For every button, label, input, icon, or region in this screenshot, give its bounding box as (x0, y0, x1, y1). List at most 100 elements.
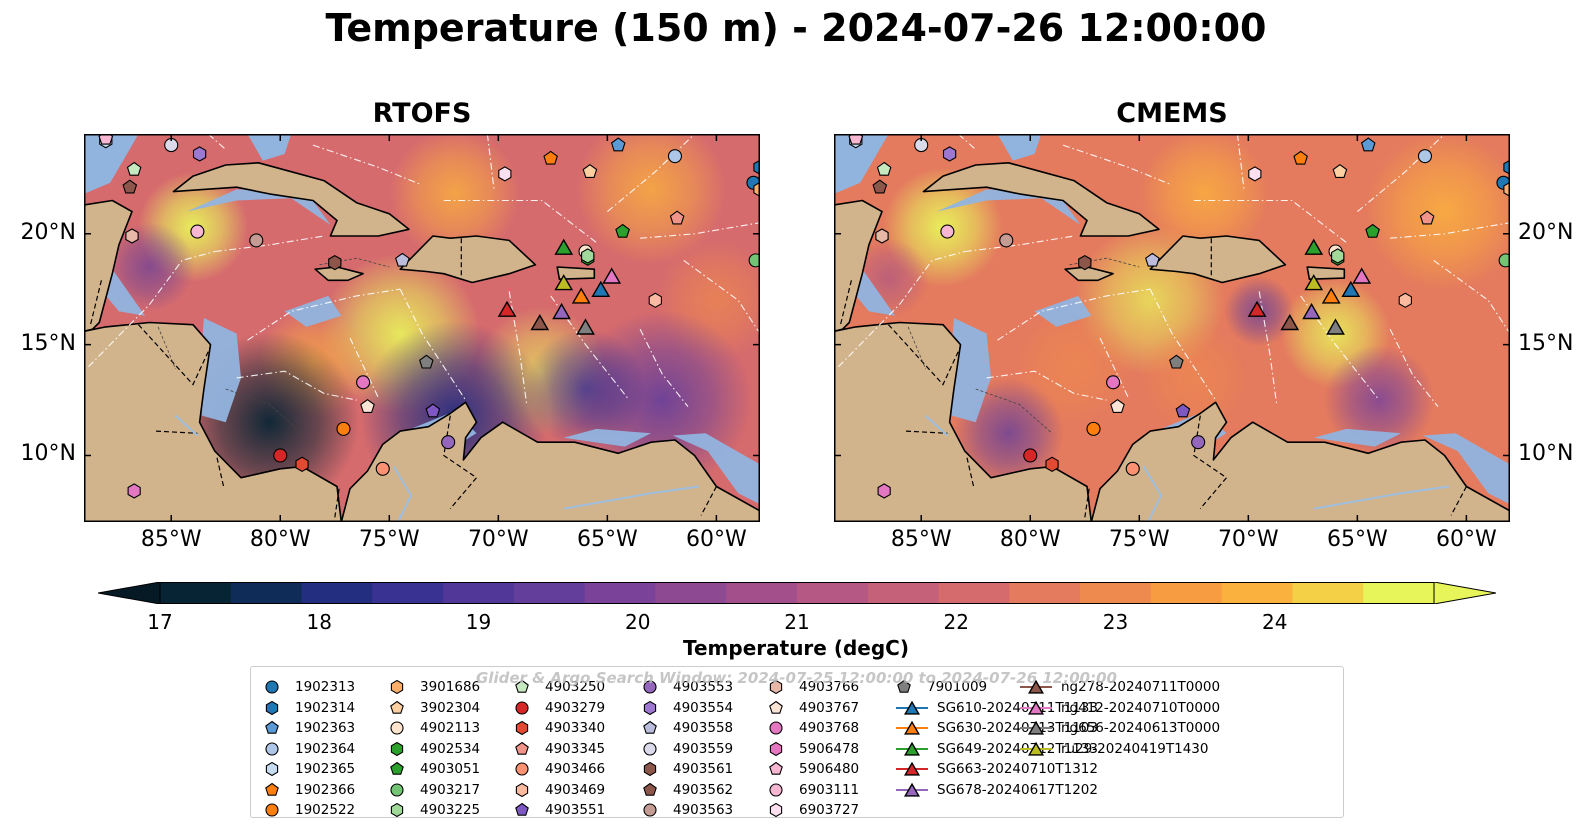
legend-label: 4903559 (673, 740, 734, 757)
legend-marker (515, 802, 529, 816)
cmems-map-canvas (834, 134, 1510, 522)
legend-marker (515, 720, 529, 736)
legend-symbol (515, 720, 529, 736)
legend-marker (903, 782, 921, 797)
legend-symbol (390, 741, 404, 756)
marker-1902363 (1360, 137, 1376, 152)
marker-3901686 (753, 181, 760, 198)
lon-tick-label: 65°W (576, 527, 638, 552)
marker-4903551 (425, 403, 441, 418)
legend-symbol (515, 679, 529, 693)
marker-4903051 (615, 223, 630, 238)
colorbar-tick-label: 21 (784, 610, 810, 634)
legend-marker (769, 700, 783, 714)
marker-1902314 (753, 159, 760, 175)
legend-marker (390, 679, 404, 695)
lat-tick-label-right: 10°N (1518, 441, 1574, 467)
marker-ng656-20240613T0000 (1326, 318, 1345, 335)
marker-ng656-20240613T0000 (576, 318, 595, 335)
legend-marker (390, 741, 404, 756)
legend-marker (769, 741, 783, 756)
legend-label: 1902366 (295, 781, 356, 798)
legend-label: 4903225 (420, 802, 481, 818)
legend-label: ng412-20240710T0000 (1061, 699, 1221, 716)
marker-5906480 (848, 134, 864, 145)
colorbar-bin (301, 582, 373, 604)
marker-ng278-20240711T0000 (530, 314, 550, 331)
marker-4903051 (1365, 223, 1380, 238)
marker-6903727 (1248, 166, 1262, 182)
legend-marker (1027, 741, 1045, 756)
legend-label: 4903768 (799, 720, 860, 736)
legend-marker (1027, 700, 1045, 715)
marker-4903250 (876, 161, 892, 176)
marker-4903768 (356, 375, 371, 390)
legend-symbol (265, 700, 279, 715)
marker-SG610-20240711T1133 (1341, 280, 1361, 298)
colorbar-bin (1150, 582, 1223, 604)
colorbar-bin (513, 582, 586, 604)
marker-3902304 (1332, 164, 1348, 178)
legend-label: 4903561 (673, 761, 734, 777)
legend-label: ru29-20240419T1430 (1061, 740, 1209, 757)
legend-symbol (896, 720, 928, 735)
marker-3902304 (582, 164, 598, 178)
colorbar-bin (372, 582, 444, 604)
legend-marker (265, 803, 279, 817)
legend-marker (769, 721, 783, 735)
marker-SG663-20240710T1312 (1247, 300, 1267, 317)
legend-symbol (1020, 679, 1052, 694)
legend-label: 5906478 (799, 740, 860, 757)
legend-label: SG610-20240711T1133 (937, 699, 1098, 716)
legend-marker (769, 679, 783, 695)
legend-label: 4903563 (673, 802, 734, 818)
marker-4903563 (249, 233, 264, 248)
legend-marker (643, 782, 657, 796)
legend-symbol (769, 802, 783, 818)
legend-marker (515, 782, 529, 797)
legend-symbol (515, 700, 529, 715)
legend-marker (515, 741, 529, 755)
legend-symbol (1020, 700, 1052, 715)
marker-6903727 (498, 166, 512, 182)
legend-symbol (769, 741, 783, 756)
legend-marker (903, 700, 921, 715)
legend-symbol (643, 700, 657, 715)
legend: 1902313 1902314 1902363 1902364 1902365 19023… (250, 666, 1344, 818)
legend-symbol (1020, 720, 1052, 735)
marker-4903767 (1110, 399, 1125, 413)
marker-4903561 (328, 254, 342, 271)
marker-ng412-20240710T0000 (1352, 267, 1372, 284)
marker-SG678-20240617T1202 (552, 302, 571, 320)
legend-symbol (515, 782, 529, 797)
legend-label: 4903558 (673, 720, 734, 736)
legend-symbol (896, 782, 928, 797)
marker-4903469 (648, 292, 662, 308)
marker-4903345 (1419, 210, 1435, 225)
colorbar-tick-label: 22 (943, 610, 969, 634)
legend-symbol (769, 761, 783, 775)
legend-label: 6903111 (799, 781, 860, 798)
legend-marker (390, 761, 404, 775)
legend-marker (515, 762, 529, 776)
legend-label: 4903551 (545, 802, 606, 818)
legend-label: 4903217 (420, 781, 481, 798)
lat-tick-label-right: 15°N (1518, 330, 1574, 356)
legend-label: 4903766 (799, 679, 860, 695)
legend-symbol (769, 782, 783, 797)
rtofs-map-panel (84, 134, 760, 522)
legend-label: SG678-20240617T1202 (937, 781, 1098, 798)
marker-4903768 (1106, 375, 1121, 390)
colorbar-bin (230, 582, 303, 604)
marker-4903340 (295, 456, 309, 473)
marker-3901686 (1503, 181, 1510, 198)
marker-4903766 (125, 228, 139, 244)
marker-4903279 (1023, 448, 1038, 463)
rtofs-panel-title: RTOFS (372, 98, 472, 129)
legend-label: 4903562 (673, 781, 734, 798)
marker-1902366 (1293, 150, 1308, 165)
colorbar-bin (938, 582, 1010, 604)
legend-marker (643, 761, 657, 777)
colorbar-bin (584, 582, 656, 604)
marker-7901009 (419, 354, 434, 369)
